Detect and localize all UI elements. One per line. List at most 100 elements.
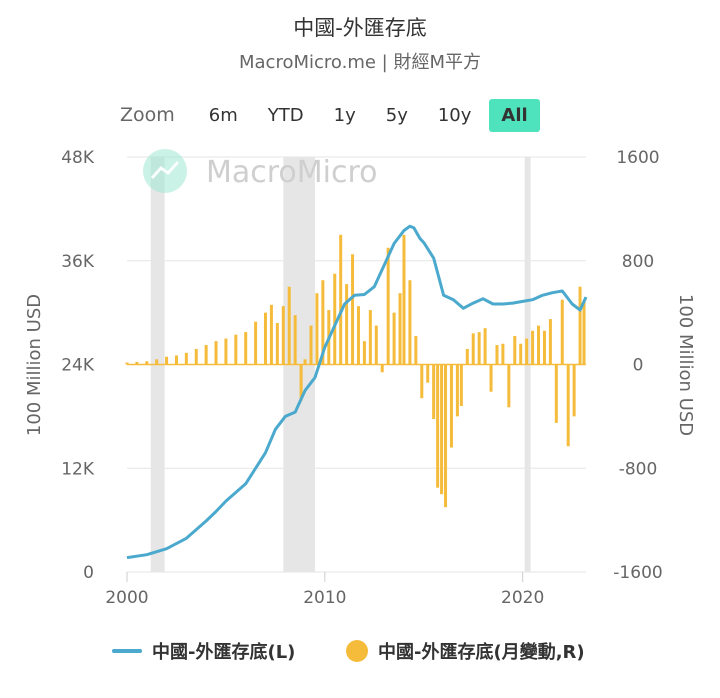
change-bar — [402, 234, 406, 365]
change-bar — [432, 364, 436, 419]
change-bar — [440, 364, 444, 495]
grid-lines — [127, 156, 586, 573]
change-bar — [408, 280, 412, 365]
range-button-1y[interactable]: 1y — [333, 104, 356, 126]
left-tick-label: 12K — [61, 459, 95, 479]
x-tick-label: 2010 — [303, 588, 346, 608]
change-bar — [184, 352, 188, 365]
change-bar — [444, 364, 448, 508]
legend-item-monthly-change[interactable]: 中國-外匯存底(月變動,R) — [346, 638, 585, 664]
change-bar — [303, 359, 307, 365]
change-bar — [204, 345, 208, 365]
change-bar — [194, 348, 198, 365]
change-bar — [414, 335, 418, 365]
change-bar — [155, 359, 159, 365]
x-tick-label: 2000 — [105, 588, 148, 608]
change-bar — [293, 315, 297, 365]
change-bar — [275, 323, 279, 365]
change-bar — [525, 338, 529, 365]
right-tick-label: 800 — [622, 252, 654, 272]
change-bar — [299, 364, 303, 401]
change-bar — [513, 335, 517, 365]
left-axis-title: 100 Million USD — [24, 294, 45, 436]
change-bar — [426, 364, 430, 383]
change-bar — [398, 293, 402, 365]
zoom-label: Zoom — [120, 104, 175, 126]
right-tick-label: -1600 — [613, 563, 662, 583]
change-bar — [495, 345, 499, 365]
range-button-all[interactable]: All — [489, 98, 540, 132]
change-bar — [287, 286, 291, 365]
range-button-5y[interactable]: 5y — [385, 104, 408, 126]
change-bar — [333, 273, 337, 365]
change-bar — [489, 364, 493, 392]
legend-label-monthly-change: 中國-外匯存底(月變動,R) — [378, 642, 585, 663]
change-bar — [449, 364, 453, 448]
change-bar — [254, 321, 258, 365]
change-bar — [362, 341, 366, 365]
change-bar — [542, 330, 546, 365]
chart-subtitle: MacroMicro.me | 財經M平方 — [239, 52, 481, 73]
change-bar — [386, 247, 390, 365]
x-tick-label: 2020 — [501, 588, 544, 608]
change-bar — [281, 306, 285, 365]
change-bar — [339, 234, 343, 365]
change-bar — [374, 325, 378, 365]
change-bar — [356, 306, 360, 365]
change-bar — [368, 310, 372, 365]
change-bar — [165, 356, 169, 365]
change-bar — [548, 319, 552, 365]
right-tick-label: 1600 — [616, 148, 659, 168]
change-bar — [531, 330, 535, 365]
range-button-6m[interactable]: 6m — [208, 104, 238, 126]
change-bar — [392, 312, 396, 365]
change-bar — [459, 364, 463, 406]
chart-area: MacroMicro 0 12K 24K 36K 48K -1600 -800 0 800 16… — [24, 148, 696, 608]
range-button-ytd[interactable]: YTD — [267, 104, 304, 126]
right-axis-ticks: -1600 -800 0 800 1600 — [613, 148, 662, 583]
change-bar — [537, 325, 541, 365]
change-bar — [560, 299, 564, 365]
change-bar — [321, 280, 325, 365]
change-bar — [501, 343, 505, 365]
change-bar — [455, 364, 459, 417]
change-bar — [234, 334, 238, 365]
change-bar — [436, 364, 440, 488]
chart-title: 中國-外匯存底 — [293, 16, 427, 40]
left-tick-label: 48K — [61, 148, 95, 168]
range-selector: Zoom 6m YTD 1y 5y 10y All — [114, 97, 546, 133]
legend-item-reserves[interactable]: 中國-外匯存底(L) — [112, 638, 295, 664]
change-bar — [554, 364, 558, 423]
legend: 中國-外匯存底(L) 中國-外匯存底(月變動,R) — [0, 638, 720, 670]
change-bar — [145, 361, 149, 365]
watermark: MacroMicro — [143, 149, 378, 193]
change-bar — [582, 302, 586, 365]
change-bar — [351, 254, 355, 365]
change-bar — [263, 312, 267, 365]
left-axis-ticks: 0 12K 24K 36K 48K — [61, 148, 95, 583]
watermark-text: MacroMicro — [206, 155, 378, 190]
change-bar — [420, 364, 424, 399]
change-bar — [244, 332, 248, 365]
legend-dot-icon — [346, 640, 368, 662]
change-bar — [507, 364, 511, 408]
change-bar — [380, 364, 384, 373]
change-bar — [224, 338, 228, 365]
right-tick-label: 0 — [633, 356, 644, 376]
change-bar — [572, 364, 576, 417]
left-tick-label: 24K — [61, 356, 95, 376]
change-bar — [174, 355, 178, 365]
change-bar — [345, 284, 349, 365]
watermark-logo-mark — [150, 160, 180, 180]
change-bar — [578, 286, 582, 365]
legend-label-reserves: 中國-外匯存底(L) — [152, 642, 296, 663]
range-button-10y[interactable]: 10y — [437, 104, 472, 126]
change-bar — [125, 362, 129, 365]
change-bar — [519, 343, 523, 365]
change-bar — [315, 293, 319, 365]
change-bar — [471, 333, 475, 365]
change-bar — [566, 364, 570, 447]
left-tick-label: 36K — [61, 252, 95, 272]
change-bar — [309, 325, 313, 365]
monthly-change-bars — [125, 234, 586, 508]
